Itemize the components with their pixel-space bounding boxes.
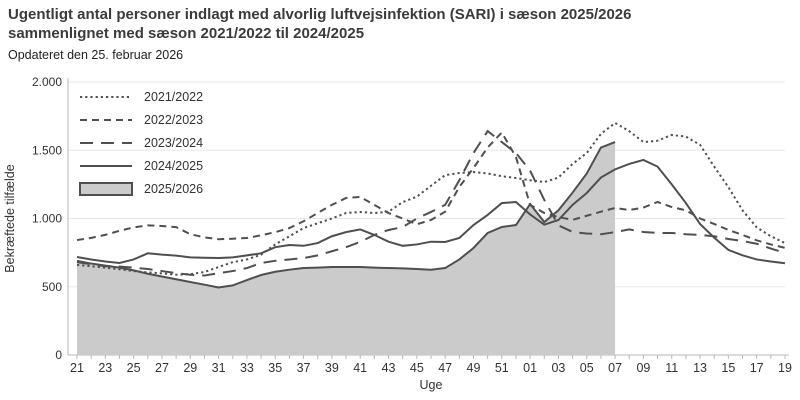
series-area-2025-2026 [77,142,616,355]
chart-title-line2: sammenlignet med sæson 2021/2022 til 202… [8,24,365,42]
x-tick-label: 39 [325,361,339,375]
legend-label: 2021/2022 [144,90,203,104]
x-tick-label: 09 [636,361,650,375]
legend-label: 2025/2026 [144,182,203,196]
x-tick-label: 07 [608,361,622,375]
x-tick-label: 17 [750,361,764,375]
y-tick-label: 1.500 [32,143,62,157]
x-tick-label: 49 [467,361,481,375]
x-tick-label: 03 [551,361,565,375]
x-tick-label: 21 [70,361,84,375]
x-tick-label: 31 [212,361,226,375]
chart-subtitle: Opdateret den 25. februar 2026 [8,47,184,62]
x-tick-label: 33 [240,361,254,375]
x-tick-label: 05 [580,361,594,375]
legend-label: 2023/2024 [144,136,203,150]
y-tick-label: 1.000 [32,212,62,226]
series-line-2022-2023 [76,130,786,249]
x-tick-label: 23 [98,361,112,375]
chart-header: Ugentligt antal personer indlagt med alv… [8,6,792,62]
y-axis-title: Bekræftede tilfælde [3,164,17,272]
x-tick-label: 43 [382,361,396,375]
legend-label: 2022/2023 [144,113,203,127]
chart-area: 0 500 1.000 1.500 2.000 21 23 25 27 29 31 33 35 37 39 4… [0,72,800,400]
x-tick-label: 25 [127,361,141,375]
chart-title: Ugentligt antal personer indlagt med alv… [8,6,792,44]
y-tick-label: 2.000 [32,75,62,89]
x-tick-label: 47 [438,361,452,375]
x-tick-label: 35 [268,361,282,375]
x-tick-label: 37 [297,361,311,375]
x-tick-label: 41 [353,361,367,375]
y-tick-label: 500 [42,280,62,294]
x-tick-label: 15 [721,361,735,375]
y-tick-label: 0 [55,348,62,362]
series-line-2024-2025 [76,158,786,265]
x-tick-label: 13 [693,361,707,375]
x-tick-label: 29 [183,361,197,375]
x-tick-label: 45 [410,361,424,375]
x-tick-label: 51 [495,361,509,375]
chart-title-line1: Ugentligt antal personer indlagt med alv… [8,6,632,23]
x-tick-label: 27 [155,361,169,375]
x-tick-label: 11 [665,361,678,375]
x-axis-title: Uge [420,378,443,392]
series-line-2023-2024 [76,129,786,277]
legend-swatch-area [79,182,133,196]
legend-label: 2024/2025 [144,159,203,173]
series-line-2021-2022 [76,121,786,276]
x-tick-label: 01 [523,361,537,375]
sari-line-chart: 0 500 1.000 1.500 2.000 21 23 25 27 29 31 33 35 37 39 4… [3,75,792,392]
x-tick-label: 19 [778,361,792,375]
